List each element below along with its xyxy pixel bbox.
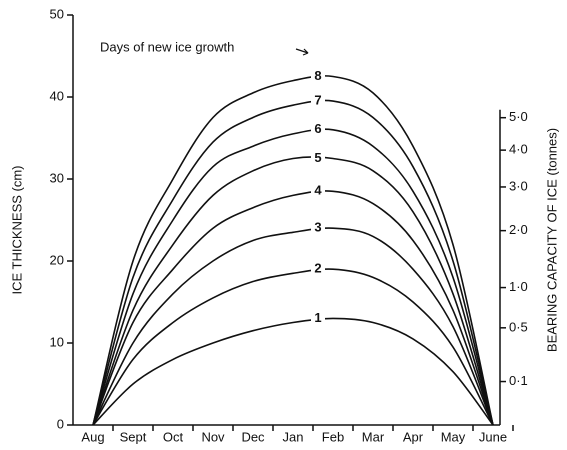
x-tick-label: May	[441, 429, 466, 444]
curve-label: 8	[314, 68, 321, 83]
y2-tick-label: 1·0	[509, 279, 528, 294]
curve-label-bg	[311, 221, 325, 236]
curve-label: 6	[314, 121, 321, 136]
y2-tick-label: 5·0	[509, 109, 528, 124]
curve	[92, 190, 494, 426]
curve-label-bg	[311, 262, 325, 277]
curve	[92, 99, 494, 426]
y-tick-label: 20	[50, 252, 64, 267]
x-tick-label: Dec	[241, 429, 265, 444]
curve-label: 7	[314, 93, 321, 108]
curve	[92, 75, 494, 426]
curve-label: 2	[314, 261, 321, 276]
curve-label-bg	[311, 69, 325, 84]
curve-label: 3	[314, 220, 321, 235]
y-axis-label: ICE THICKNESS (cm)	[9, 165, 24, 294]
curve	[92, 268, 494, 426]
x-tick-label: Feb	[322, 429, 344, 444]
x-tick-label: Mar	[362, 429, 385, 444]
annotation: Days of new ice growth	[100, 39, 234, 54]
x-tick-label: Sept	[120, 429, 147, 444]
curve	[92, 317, 494, 426]
curve-label-bg	[311, 151, 325, 166]
y-tick-label: 10	[50, 334, 64, 349]
curve	[92, 227, 494, 426]
x-tick-label: Jan	[283, 429, 304, 444]
curve-label-bg	[311, 122, 325, 137]
y2-tick-label: 2·0	[509, 222, 528, 237]
y-tick-label: 0	[57, 416, 64, 431]
curve	[92, 128, 494, 426]
y2-axis-label: BEARING CAPACITY OF ICE (tonnes)	[544, 128, 559, 352]
curve-label: 1	[314, 310, 321, 325]
curve	[92, 156, 494, 426]
y2-tick-label: 0·1	[509, 373, 528, 388]
y2-tick-label: 3·0	[509, 178, 528, 193]
annotation-arrow	[295, 48, 309, 56]
x-tick-label: Aug	[81, 429, 104, 444]
y2-tick-label: 4·0	[509, 142, 528, 157]
curve-label: 4	[314, 183, 322, 198]
curve-label-bg	[311, 94, 325, 109]
y-tick-label: 30	[50, 170, 64, 185]
curve-label-bg	[311, 311, 325, 326]
curve-label-bg	[311, 184, 325, 199]
y-tick-label: 40	[50, 88, 64, 103]
x-tick-label: June	[479, 429, 507, 444]
x-tick-label: Oct	[163, 429, 184, 444]
x-tick-label: Nov	[201, 429, 225, 444]
x-tick-label: Apr	[403, 429, 424, 444]
y2-tick-label: 0·5	[509, 319, 528, 334]
y-tick-label: 50	[50, 6, 64, 21]
curve-label: 5	[314, 150, 321, 165]
